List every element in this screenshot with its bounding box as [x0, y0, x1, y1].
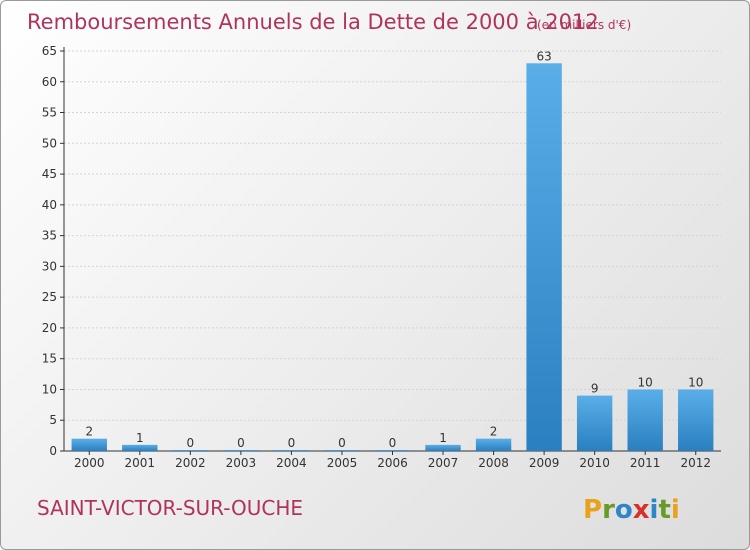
logo-letter: t — [658, 495, 670, 525]
x-tick-label-2004: 2004 — [276, 456, 307, 470]
data-label-2005: 0 — [338, 436, 346, 450]
y-tick-label: 30 — [42, 259, 57, 273]
y-tick-label: 60 — [42, 75, 57, 89]
chart-subtitle: (en milliers d'€) — [537, 18, 631, 32]
bars — [71, 63, 714, 452]
data-label-2010: 9 — [591, 382, 599, 396]
y-tick-label: 55 — [42, 106, 57, 120]
data-label-2008: 2 — [490, 425, 498, 439]
y-tick-label: 20 — [42, 321, 57, 335]
bar-2004 — [273, 450, 310, 451]
bar-2011 — [627, 389, 663, 451]
bar-2009 — [526, 63, 562, 452]
data-label-2000: 2 — [85, 425, 93, 439]
x-tick-label-2006: 2006 — [377, 456, 408, 470]
x-tick-label-2003: 2003 — [226, 456, 257, 470]
y-tick-label: 40 — [42, 198, 57, 212]
data-label-2003: 0 — [237, 436, 245, 450]
logo-letter: o — [615, 495, 633, 525]
logo-letter: i — [671, 495, 680, 525]
logo-letter: P — [583, 495, 602, 525]
y-tick-label: 10 — [42, 382, 57, 396]
x-tick-label-2009: 2009 — [529, 456, 560, 470]
y-tick-label: 15 — [42, 352, 57, 366]
x-tick-label-2012: 2012 — [680, 456, 711, 470]
logo-letter: r — [602, 495, 615, 525]
proxiti-logo: Proxiti — [583, 495, 680, 525]
labels: 0510152025303540455055606520002200112002… — [42, 44, 711, 470]
commune-name: SAINT-VICTOR-SUR-OUCHE — [37, 496, 303, 520]
y-tick-label: 65 — [42, 44, 57, 58]
data-label-2001: 1 — [136, 431, 144, 445]
bar-2006 — [374, 450, 411, 451]
chart-title: Remboursements Annuels de la Dette de 20… — [27, 10, 599, 34]
bar-2005 — [324, 450, 360, 451]
bar-2008 — [475, 438, 512, 451]
y-tick-label: 0 — [49, 444, 57, 458]
bar-2002 — [172, 450, 209, 451]
data-label-2004: 0 — [288, 436, 296, 450]
data-label-2007: 1 — [439, 431, 447, 445]
x-tick-label-2005: 2005 — [327, 456, 358, 470]
axes — [60, 47, 721, 455]
data-label-2012: 10 — [688, 375, 703, 389]
x-tick-label-2007: 2007 — [428, 456, 459, 470]
y-tick-label: 25 — [42, 290, 57, 304]
logo-letter: i — [650, 495, 659, 525]
x-tick-label-2008: 2008 — [478, 456, 509, 470]
data-label-2002: 0 — [187, 436, 195, 450]
x-tick-label-2000: 2000 — [74, 456, 105, 470]
x-tick-label-2010: 2010 — [579, 456, 610, 470]
data-label-2006: 0 — [389, 436, 397, 450]
bar-2007 — [425, 444, 461, 451]
x-tick-label-2001: 2001 — [125, 456, 156, 470]
bar-2000 — [71, 438, 107, 451]
x-tick-label-2002: 2002 — [175, 456, 206, 470]
y-tick-label: 50 — [42, 136, 57, 150]
bar-2003 — [223, 450, 259, 451]
data-label-2009: 63 — [536, 49, 551, 63]
y-tick-label: 5 — [49, 413, 57, 427]
bar-2012 — [678, 389, 714, 451]
logo-letter: x — [633, 495, 650, 525]
bar-2001 — [122, 444, 158, 451]
y-tick-label: 45 — [42, 167, 57, 181]
y-tick-label: 35 — [42, 229, 57, 243]
x-tick-label-2011: 2011 — [630, 456, 661, 470]
bar-2010 — [576, 395, 613, 451]
grid-lines — [64, 50, 721, 452]
data-label-2011: 10 — [638, 375, 653, 389]
